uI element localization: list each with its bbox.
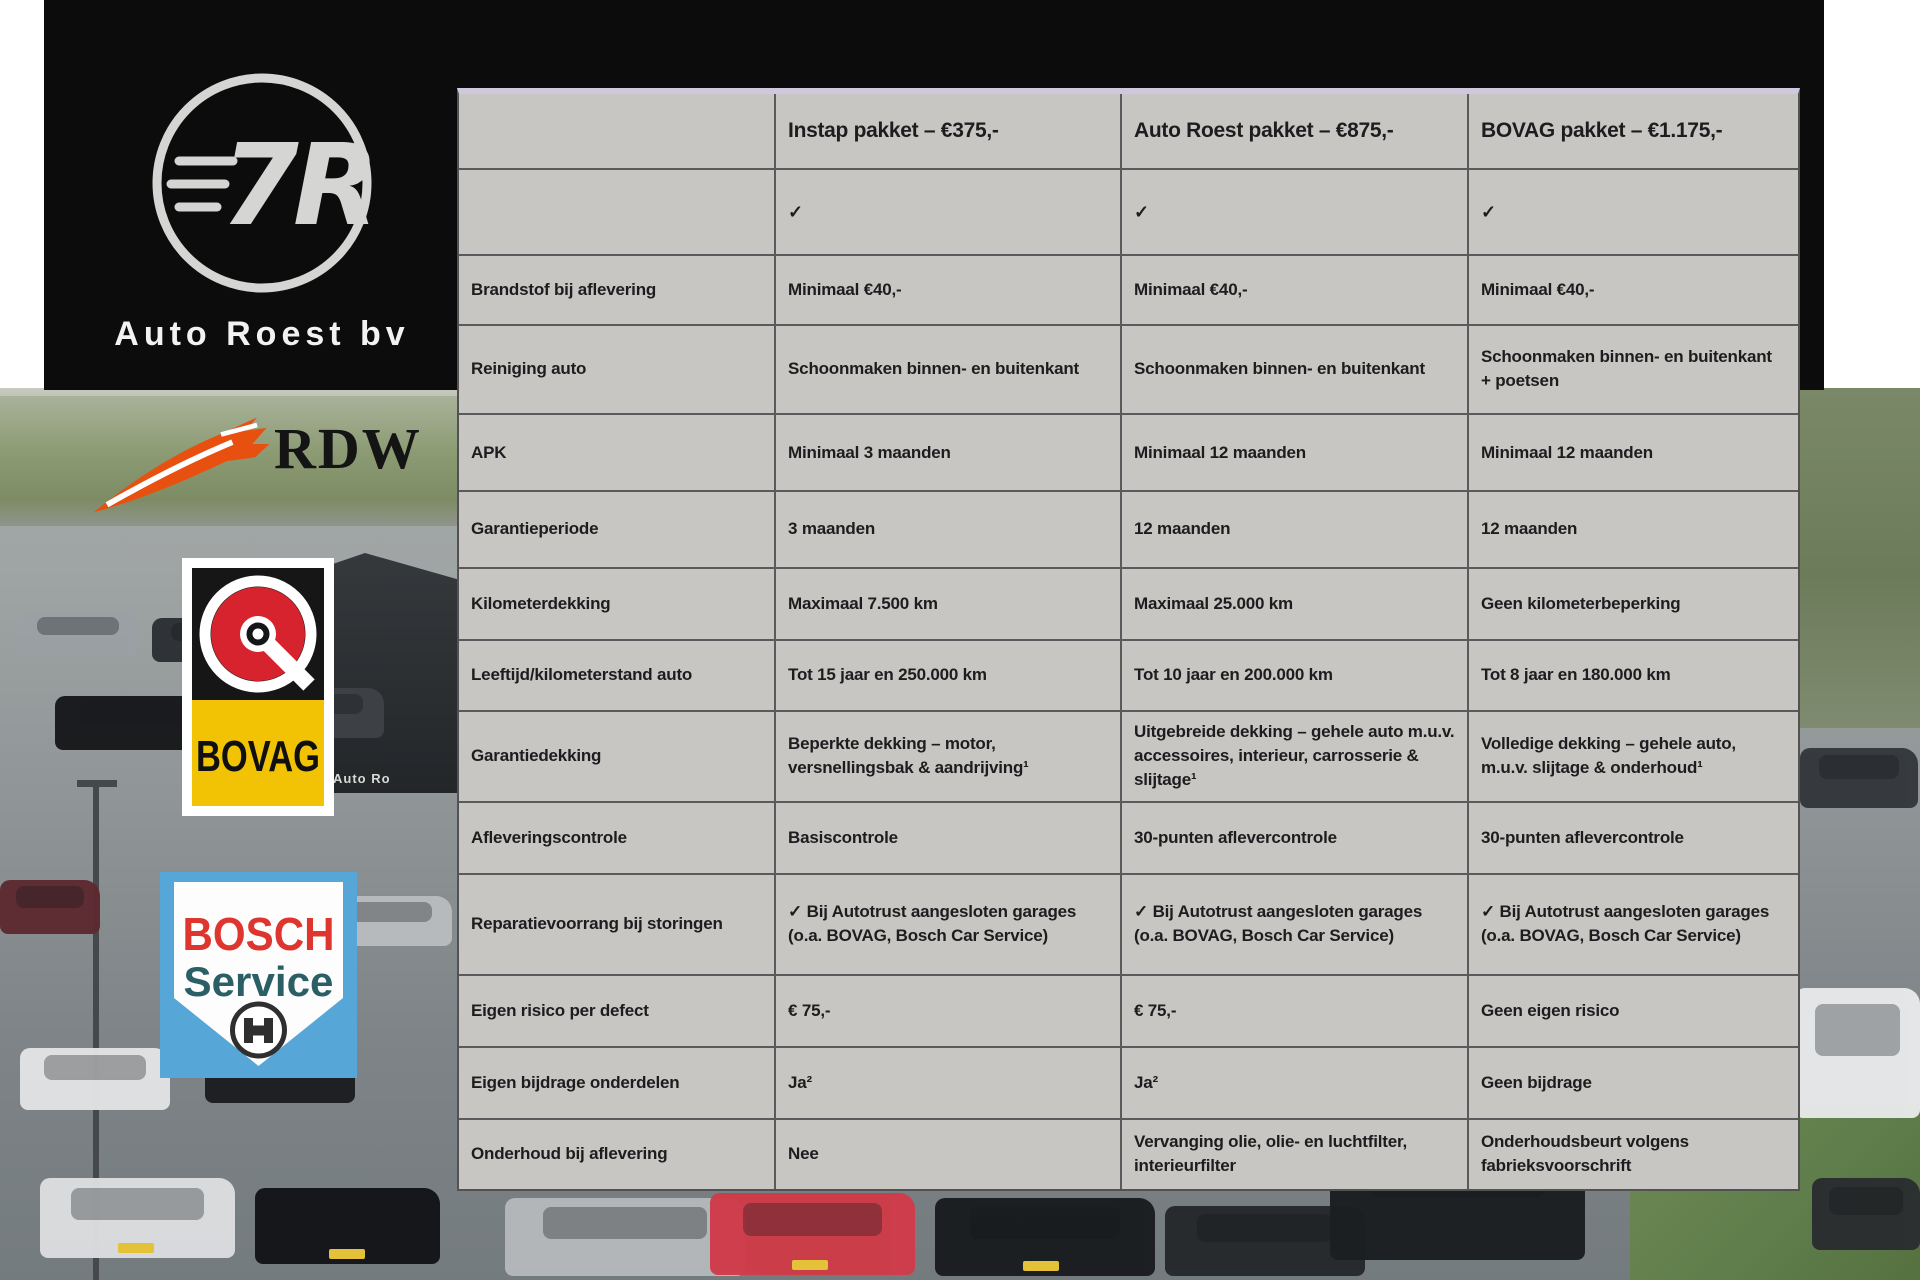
table-cell: ✓ Bij Autotrust aangesloten garages (o.a… bbox=[1122, 874, 1469, 976]
bovag-icon: BOVAG bbox=[182, 558, 334, 816]
table-cell: 30-punten aflevercontrole bbox=[1468, 803, 1798, 875]
bosch-shield-icon: BOSCH Service bbox=[174, 882, 343, 1066]
row-label: Afleveringscontrole bbox=[459, 802, 777, 875]
table-cell: Basiscontrole bbox=[776, 802, 1123, 875]
table-cell: 30-punten aflevercontrole bbox=[1122, 802, 1469, 875]
table-cell: Uitgebreide dekking – gehele auto m.u.v.… bbox=[1122, 712, 1469, 803]
table-cell: Minimaal €40,- bbox=[776, 256, 1123, 326]
rdw-wing-icon bbox=[93, 417, 270, 513]
bosch-label: BOSCH bbox=[183, 908, 335, 960]
table-cell: Onderhoudsbeurt volgens fabrieksvoorschr… bbox=[1480, 1132, 1689, 1176]
brand-name: Auto Roest bv bbox=[114, 315, 410, 353]
table-cell: Schoonmaken binnen- en buitenkant bbox=[1122, 325, 1469, 415]
table-cell: € 75,- bbox=[1122, 975, 1469, 1049]
table-cell: Minimaal €40,- bbox=[1468, 256, 1798, 326]
table-cell: Vervanging olie, olie- en luchtfilter, i… bbox=[1122, 1119, 1469, 1189]
column-header-instap: Instap pakket – €375,- bbox=[776, 94, 1123, 171]
table-cell: ✓ Bij Autotrust aangesloten garages (o.a… bbox=[776, 874, 1123, 976]
table-cell: Geen bijdrage bbox=[1468, 1048, 1798, 1120]
rdw-label: RDW bbox=[274, 416, 422, 481]
table-cell: Beperkte dekking – motor, versnellingsba… bbox=[776, 712, 1123, 803]
license-plate bbox=[118, 1243, 154, 1253]
row-label: Garantieperiode bbox=[459, 492, 777, 569]
bosch-armature-icon bbox=[230, 1001, 287, 1059]
row-label: Onderhoud bij aflevering bbox=[459, 1119, 777, 1189]
column-header-auto-roest: Auto Roest pakket – €875,- bbox=[1122, 94, 1469, 171]
table-cell: Maximaal 25.000 km bbox=[1122, 568, 1469, 641]
row-label: Kilometerdekking bbox=[459, 568, 777, 641]
bosch-service-label: Service bbox=[184, 958, 334, 1005]
auto-roest-logo-icon: 7R bbox=[152, 73, 379, 293]
table-cell: Tot 8 jaar en 180.000 km bbox=[1468, 641, 1798, 713]
car-silhouette bbox=[0, 880, 100, 934]
table-cell-check: ✓ bbox=[1468, 170, 1798, 257]
table-cell-check: ✓ bbox=[1122, 170, 1469, 257]
table-cell: Schoonmaken binnen- en buitenkant bbox=[776, 325, 1123, 415]
building-sign: Auto Ro bbox=[333, 771, 391, 786]
car-silhouette bbox=[1800, 748, 1918, 808]
row-label bbox=[459, 170, 777, 257]
car-silhouette bbox=[935, 1198, 1155, 1276]
table-cell: Minimaal 12 maanden bbox=[1468, 415, 1798, 493]
bosch-service-logo: BOSCH Service bbox=[160, 872, 357, 1078]
packages-table: Instap pakket – €375,- Auto Roest pakket… bbox=[457, 88, 1800, 1191]
table-cell: Minimaal 3 maanden bbox=[776, 415, 1123, 493]
table-cell-check: ✓ bbox=[776, 170, 1123, 257]
license-plate bbox=[792, 1260, 828, 1270]
row-label: APK bbox=[459, 415, 777, 493]
svg-text:7R: 7R bbox=[221, 121, 373, 251]
license-plate bbox=[329, 1249, 365, 1259]
row-label: Brandstof bij aflevering bbox=[459, 256, 777, 326]
column-header bbox=[459, 94, 777, 171]
table-cell: Tot 15 jaar en 250.000 km bbox=[776, 640, 1123, 713]
car-silhouette bbox=[1812, 1178, 1920, 1250]
table-cell: Minimaal €40,- bbox=[1122, 256, 1469, 326]
table-cell: Ja² bbox=[776, 1048, 1123, 1120]
car-silhouette bbox=[40, 1178, 235, 1258]
row-label: Eigen bijdrage onderdelen bbox=[459, 1048, 777, 1120]
table-cell: Geen kilometerbeperking bbox=[1468, 569, 1798, 641]
table-cell: Volledige dekking – gehele auto, m.u.v. … bbox=[1468, 712, 1798, 803]
rdw-logo: RDW bbox=[88, 406, 428, 528]
table-cell: Maximaal 7.500 km bbox=[776, 568, 1123, 641]
row-label: Reparatievoorrang bij storingen bbox=[459, 874, 777, 976]
row-label: Garantiedekking bbox=[459, 712, 777, 803]
table-cell: 12 maanden bbox=[1122, 492, 1469, 569]
bovag-logo: BOVAG bbox=[182, 558, 334, 821]
car-silhouette bbox=[710, 1193, 915, 1275]
row-label: Leeftijd/kilometerstand auto bbox=[459, 640, 777, 713]
column-header-bovag: BOVAG pakket – €1.175,- bbox=[1468, 94, 1798, 171]
table-cell: Geen eigen risico bbox=[1468, 976, 1798, 1049]
car-silhouette bbox=[255, 1188, 440, 1264]
car-silhouette bbox=[505, 1198, 745, 1276]
table-cell: ✓ Bij Autotrust aangesloten garages (o.a… bbox=[1468, 875, 1798, 976]
trees bbox=[1786, 388, 1920, 728]
bovag-label: BOVAG bbox=[196, 732, 320, 781]
car-silhouette bbox=[1795, 988, 1920, 1118]
table-cell: Ja² bbox=[1122, 1048, 1469, 1120]
table-cell: 3 maanden bbox=[776, 492, 1123, 569]
table-cell: Nee bbox=[776, 1119, 1123, 1189]
car-silhouette bbox=[55, 696, 205, 750]
row-label: Reiniging auto bbox=[459, 325, 777, 415]
table-cell: Tot 10 jaar en 200.000 km bbox=[1122, 640, 1469, 713]
car-silhouette bbox=[18, 612, 138, 656]
table-cell: Schoonmaken binnen- en buitenkant + poet… bbox=[1468, 326, 1798, 415]
row-label: Eigen risico per defect bbox=[459, 975, 777, 1049]
light-pole bbox=[77, 780, 117, 1280]
car-silhouette bbox=[20, 1048, 170, 1110]
table-cell: € 75,- bbox=[776, 975, 1123, 1049]
table-cell: Minimaal 12 maanden bbox=[1122, 415, 1469, 493]
license-plate bbox=[1023, 1261, 1059, 1271]
table-cell: 12 maanden bbox=[1468, 492, 1798, 569]
